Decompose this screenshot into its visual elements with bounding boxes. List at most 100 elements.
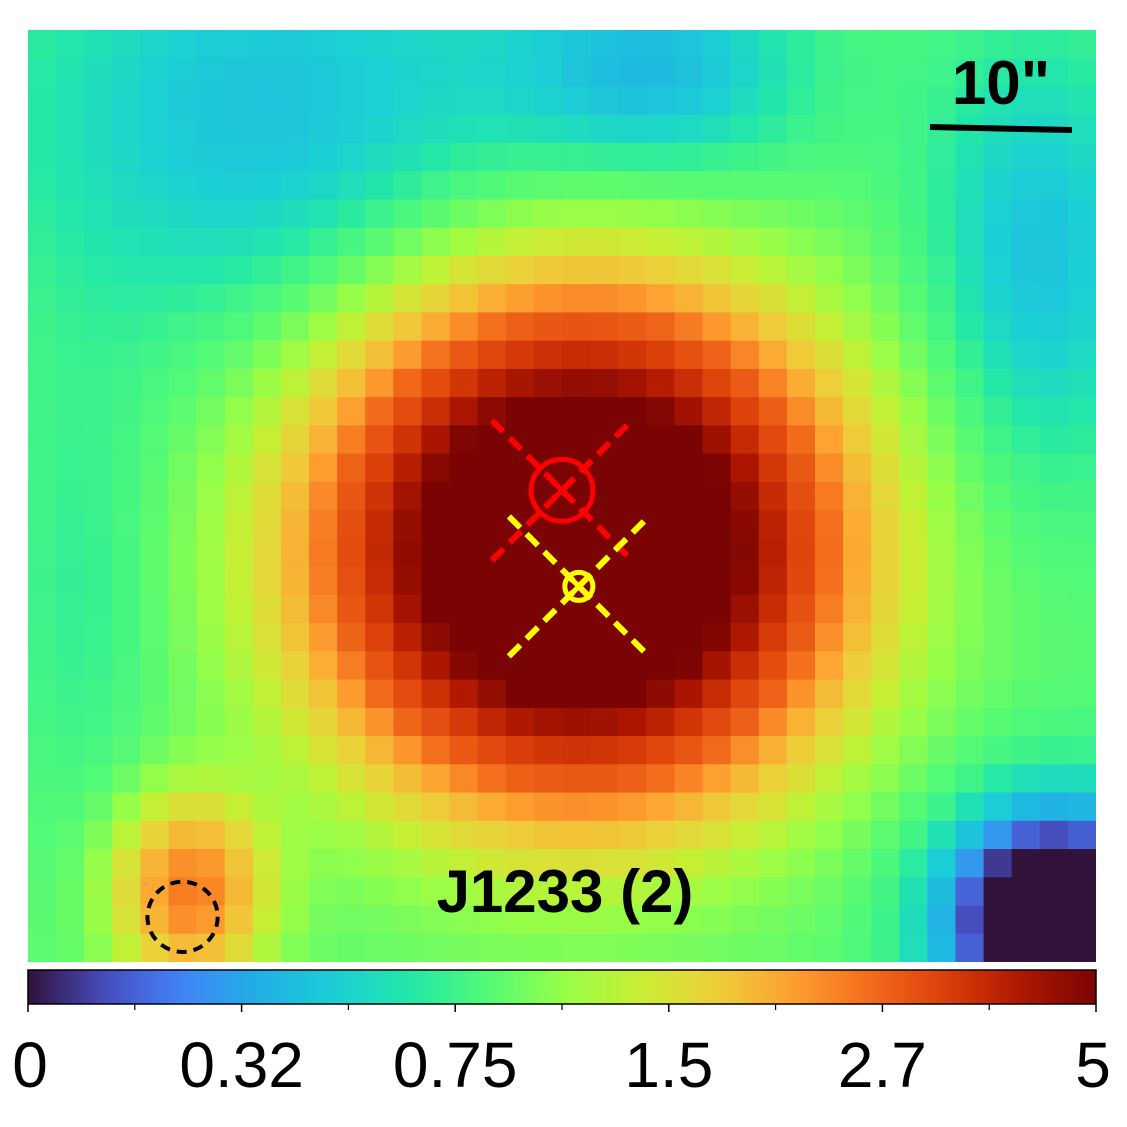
heatmap-cell [702, 623, 732, 652]
heatmap-cell [505, 792, 535, 822]
heatmap-cell [814, 905, 844, 935]
heatmap-cell [1011, 227, 1041, 257]
heatmap-cell [618, 340, 647, 370]
heatmap-cell [112, 425, 142, 455]
heatmap-cell [927, 142, 957, 172]
heatmap-cell [1011, 566, 1041, 596]
heatmap-cell [646, 227, 676, 257]
heatmap-cell [56, 510, 85, 539]
heatmap-cell [618, 736, 647, 765]
heatmap-cell [449, 679, 479, 709]
heatmap-cell [252, 679, 282, 709]
heatmap-cell [421, 849, 451, 878]
heatmap-cell [140, 566, 170, 596]
heatmap-cell [112, 764, 142, 794]
heatmap-cell [168, 142, 198, 172]
red-source-circle [528, 456, 596, 524]
heatmap-cell [786, 792, 816, 822]
heatmap-cell [421, 114, 451, 144]
heatmap-cell [899, 764, 928, 794]
heatmap-cell [84, 340, 113, 370]
heatmap-cell [224, 736, 254, 765]
heatmap-cell [674, 651, 704, 681]
heatmap-cell [730, 849, 760, 878]
heatmap-cell [168, 425, 198, 455]
heatmap-cell [449, 566, 479, 596]
heatmap-cell [843, 397, 872, 426]
colorbar-tick-label: 1.5 [624, 1029, 713, 1101]
heatmap-cell [421, 171, 451, 201]
heatmap-cell [955, 227, 985, 257]
heatmap-cell [449, 933, 479, 962]
heatmap-cell [758, 227, 788, 257]
heatmap-cell [730, 764, 760, 794]
heatmap-cell [618, 792, 647, 822]
heatmap-cell [843, 792, 872, 822]
heatmap-cell [702, 397, 732, 426]
heatmap-cell [196, 227, 226, 257]
heatmap-cell [449, 651, 479, 681]
heatmap-cell [28, 30, 57, 59]
heatmap-cell [843, 58, 872, 88]
heatmap-cell [449, 820, 479, 850]
heatmap-cell [786, 58, 816, 88]
heatmap-cell [730, 933, 760, 962]
heatmap-cell [590, 877, 619, 907]
heatmap-cell [871, 425, 900, 455]
heatmap-cell [56, 736, 85, 765]
heatmap-cell [140, 86, 170, 116]
heatmap-cell [702, 877, 732, 907]
heatmap-cell [927, 227, 957, 257]
heatmap-cell [56, 425, 85, 455]
heatmap-cell [618, 707, 647, 737]
heatmap-cell [365, 792, 394, 822]
heatmap-cell [814, 340, 844, 370]
heatmap-cell [168, 651, 198, 681]
heatmap-cell [84, 58, 113, 88]
heatmap-cell [477, 651, 507, 681]
heatmap-cell [477, 481, 507, 511]
heatmap-cell [196, 905, 226, 935]
heatmap-cell [168, 707, 198, 737]
heatmap-cell [84, 594, 113, 624]
heatmap-cell [983, 736, 1013, 765]
colorbar-tick-label: 0 [12, 1029, 48, 1101]
heatmap-cell [252, 820, 282, 850]
heatmap-cell [449, 114, 479, 144]
heatmap-cell [365, 397, 394, 426]
heatmap-cell [224, 227, 254, 257]
heatmap-cell [112, 792, 142, 822]
heatmap-cell [421, 679, 451, 709]
heatmap-cell [1067, 566, 1096, 596]
heatmap-cell [224, 30, 254, 59]
heatmap-cell [1067, 368, 1096, 398]
heatmap-cell [224, 820, 254, 850]
heatmap-cell [309, 849, 338, 878]
heatmap-cell [505, 905, 535, 935]
heatmap-cell [618, 453, 647, 483]
heatmap-cell [421, 199, 451, 229]
heatmap-cell [112, 30, 142, 59]
heatmap-cell [899, 199, 928, 229]
heatmap-cell [280, 764, 310, 794]
heatmap-cell [112, 933, 142, 962]
heatmap-cell [590, 849, 619, 878]
heatmap-cell [365, 877, 394, 907]
heatmap-cell [112, 594, 142, 624]
heatmap-cell [252, 849, 282, 878]
heatmap-cell [730, 707, 760, 737]
heatmap-cell [477, 453, 507, 483]
heatmap-cell [674, 86, 704, 116]
heatmap-cell [533, 227, 563, 257]
heatmap-cell [84, 86, 113, 116]
heatmap-cell [224, 707, 254, 737]
heatmap-cell [56, 453, 85, 483]
heatmap-cell [646, 425, 676, 455]
heatmap-cell [674, 538, 704, 568]
heatmap-cell [168, 623, 198, 652]
heatmap-cell [56, 86, 85, 116]
heatmap-cell [1039, 142, 1069, 172]
heatmap-cell [449, 199, 479, 229]
heatmap [28, 30, 1096, 962]
heatmap-cell [393, 340, 423, 370]
